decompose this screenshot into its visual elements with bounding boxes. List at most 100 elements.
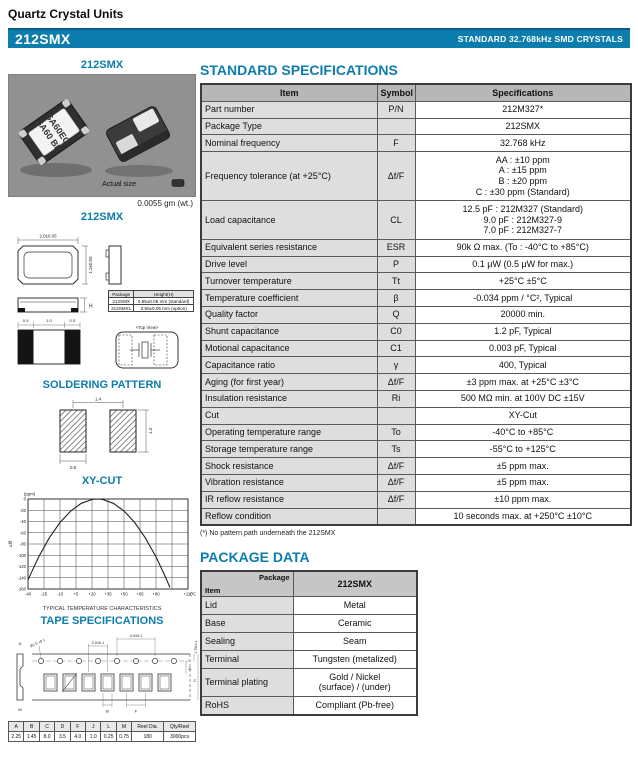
spec-cell: Reflow condition [200, 507, 378, 526]
package-cell: Base [200, 614, 294, 633]
tape-value-cell: 8.0 [38, 731, 56, 742]
y-tick-label: -140 [17, 575, 26, 580]
spec-cell: 0.1 μW (0.5 μW for max.) [414, 255, 632, 274]
spec-row: Insulation resistance Ri 500 MΩ min. at 10… [200, 389, 632, 408]
package-data-heading: PACKAGE DATA [200, 549, 310, 566]
spec-cell: Operating temperature range [200, 423, 378, 442]
spec-cell: Δf/F [376, 151, 416, 202]
package-cell: Compliant (Pb-free) [292, 696, 418, 716]
spec-row: Turnover temperature Tt +25°C ±5°C [200, 272, 632, 291]
height-header-cell: Package [107, 290, 135, 298]
top-view: <Top View> [115, 325, 179, 369]
spec-cell: Insulation resistance [200, 389, 378, 408]
spec-cell: 1.2 pF, Typical [414, 322, 632, 341]
y-tick-label: 0 [24, 497, 27, 502]
spec-cell: Drive level [200, 255, 378, 274]
elevation-view: H [17, 297, 93, 313]
tape-value-cell: 1.45 [23, 731, 40, 742]
spec-cell: Motional capacitance [200, 339, 378, 358]
package-cell: Sealing [200, 631, 294, 651]
package-row: Terminal Tungsten (metalized) [200, 649, 418, 669]
spec-row: Capacitance ratio γ 400, Typical [200, 356, 632, 375]
dim-height-label: 1.2±0.05 [88, 256, 93, 274]
spec-cell: 212M327* [414, 100, 632, 119]
tape-drawing: A W [16, 634, 199, 714]
tape-value-cell: 2.25 [7, 731, 25, 742]
spec-cell: P/N [376, 100, 416, 119]
spec-row: Motional capacitance C1 0.003 pF, Typical [200, 339, 632, 358]
height-cell: 212SMXL [107, 304, 135, 312]
tape-value-cell: 4.0 [69, 731, 87, 742]
tape-dim-edge-margin: 1.75±0.1 [194, 640, 198, 653]
package-corner-top: Package [259, 573, 290, 583]
x-axis-unit-label: (°C) [190, 592, 196, 597]
pad-dim-right: 0.5 [70, 318, 76, 323]
actual-size-chip-icon [171, 179, 185, 187]
x-tick-label: -25 [41, 592, 48, 597]
tape-letter-f: F [135, 709, 138, 714]
spec-cell: C1 [376, 339, 416, 358]
tape-header-cell: B [23, 721, 40, 732]
y-tick-label: -60 [20, 530, 27, 535]
x-tick-label: +20 [88, 592, 96, 597]
package-column-header: 212SMX [292, 570, 418, 598]
package-data-table: Package Item 212SMX Lid Metal Base Ceramic S… [200, 570, 418, 716]
solder-dim-width: 0.8 [70, 465, 77, 470]
land-pattern: 0.5 1.0 0.5 [17, 318, 81, 365]
spec-cell: β [376, 289, 416, 307]
tape-letter-w: W [18, 707, 22, 712]
spec-cell: Δf/F [376, 473, 416, 492]
spec-cell: Δf/F [376, 373, 416, 391]
pockets [43, 672, 172, 693]
spec-cell: Ri [376, 389, 416, 408]
dim-h-label: H [89, 304, 93, 310]
height-row: 212SMXL 0.90±0.05 mm (option) [107, 304, 194, 312]
tape-value-row: 2.25 1.45 8.0 3.5 4.0 1.0 0.25 0.75 180 3000pcs [7, 731, 196, 742]
x-tick-label: +80 [152, 592, 160, 597]
spec-cell: 12.5 pF : 212M327 (Standard) 9.0 pF : 212… [414, 200, 632, 240]
tape-value-cell: 180 [131, 731, 165, 742]
spec-row: Quality factor Q 20000 min. [200, 305, 632, 324]
spec-cell: Quality factor [200, 305, 378, 324]
x-tick-label: -40 [25, 592, 32, 597]
spec-cell: 500 MΩ min. at 100V DC ±15V [414, 389, 632, 408]
spec-cell: +25°C ±5°C [414, 272, 632, 291]
spec-cell [376, 507, 416, 526]
package-row: Base Ceramic [200, 614, 418, 633]
spec-cell: 400, Typical [414, 356, 632, 375]
spec-cell: Equivalent series resistance [200, 238, 378, 257]
y-tick-label: -120 [17, 564, 26, 569]
spec-cell [376, 117, 416, 136]
package-row: Lid Metal [200, 596, 418, 616]
weight-note: 0.0055 gm (wt.) [137, 199, 193, 208]
spec-row: Shunt capacitance C0 1.2 pF, Typical [200, 322, 632, 341]
dim-width-label: 2.0±0.05 [39, 234, 57, 239]
spec-cell: Frequency tolerance (at +25°C) [200, 151, 378, 202]
package-cell: Lid [200, 596, 294, 616]
spec-row: Storage temperature range Ts -55°C to +125… [200, 440, 632, 459]
spec-row: Load capacitance CL 12.5 pF : 212M327 (Sta… [200, 200, 632, 240]
spec-row: Operating temperature range To -40°C to +8… [200, 423, 632, 442]
tape-value-cell: 0.25 [100, 731, 117, 742]
spec-cell: To [376, 423, 416, 442]
tape-dim-lines [38, 637, 199, 707]
xycut-title: XY-CUT [81, 475, 123, 487]
spec-row: Drive level P 0.1 μW (0.5 μW for max.) [200, 255, 632, 274]
spec-cell: Aging (for first year) [200, 373, 378, 391]
package-cell: Terminal plating [200, 667, 294, 698]
crystal-package-bottom [106, 106, 171, 162]
spec-cell: C0 [376, 322, 416, 341]
spec-cell: ±5 ppm max. [414, 457, 632, 475]
spec-row: Temperature coefficient β -0.034 ppm / °C²… [200, 289, 632, 307]
package-cell: Gold / Nickel (surface) / (under) [292, 667, 418, 698]
spec-cell: Load capacitance [200, 200, 378, 240]
spec-row: Package Type 212SMX [200, 117, 632, 136]
spec-cell: P [376, 255, 416, 274]
spec-footnote: (*) No pattern path underneath the 212SM… [200, 530, 336, 538]
tape-spec-table: A B C D F J L M Reel Dia. Qty/Reel 2.25 1.45 8.0 3.5 4… [7, 721, 196, 742]
height-cell: 0.90±0.05 mm (option) [133, 304, 194, 312]
actual-size-label: Actual size [102, 181, 136, 188]
package-cell: Seam [292, 631, 418, 651]
spec-row: Vibration resistance Δf/F ±5 ppm max. [200, 473, 632, 492]
tape-header-cell: C [38, 721, 56, 732]
